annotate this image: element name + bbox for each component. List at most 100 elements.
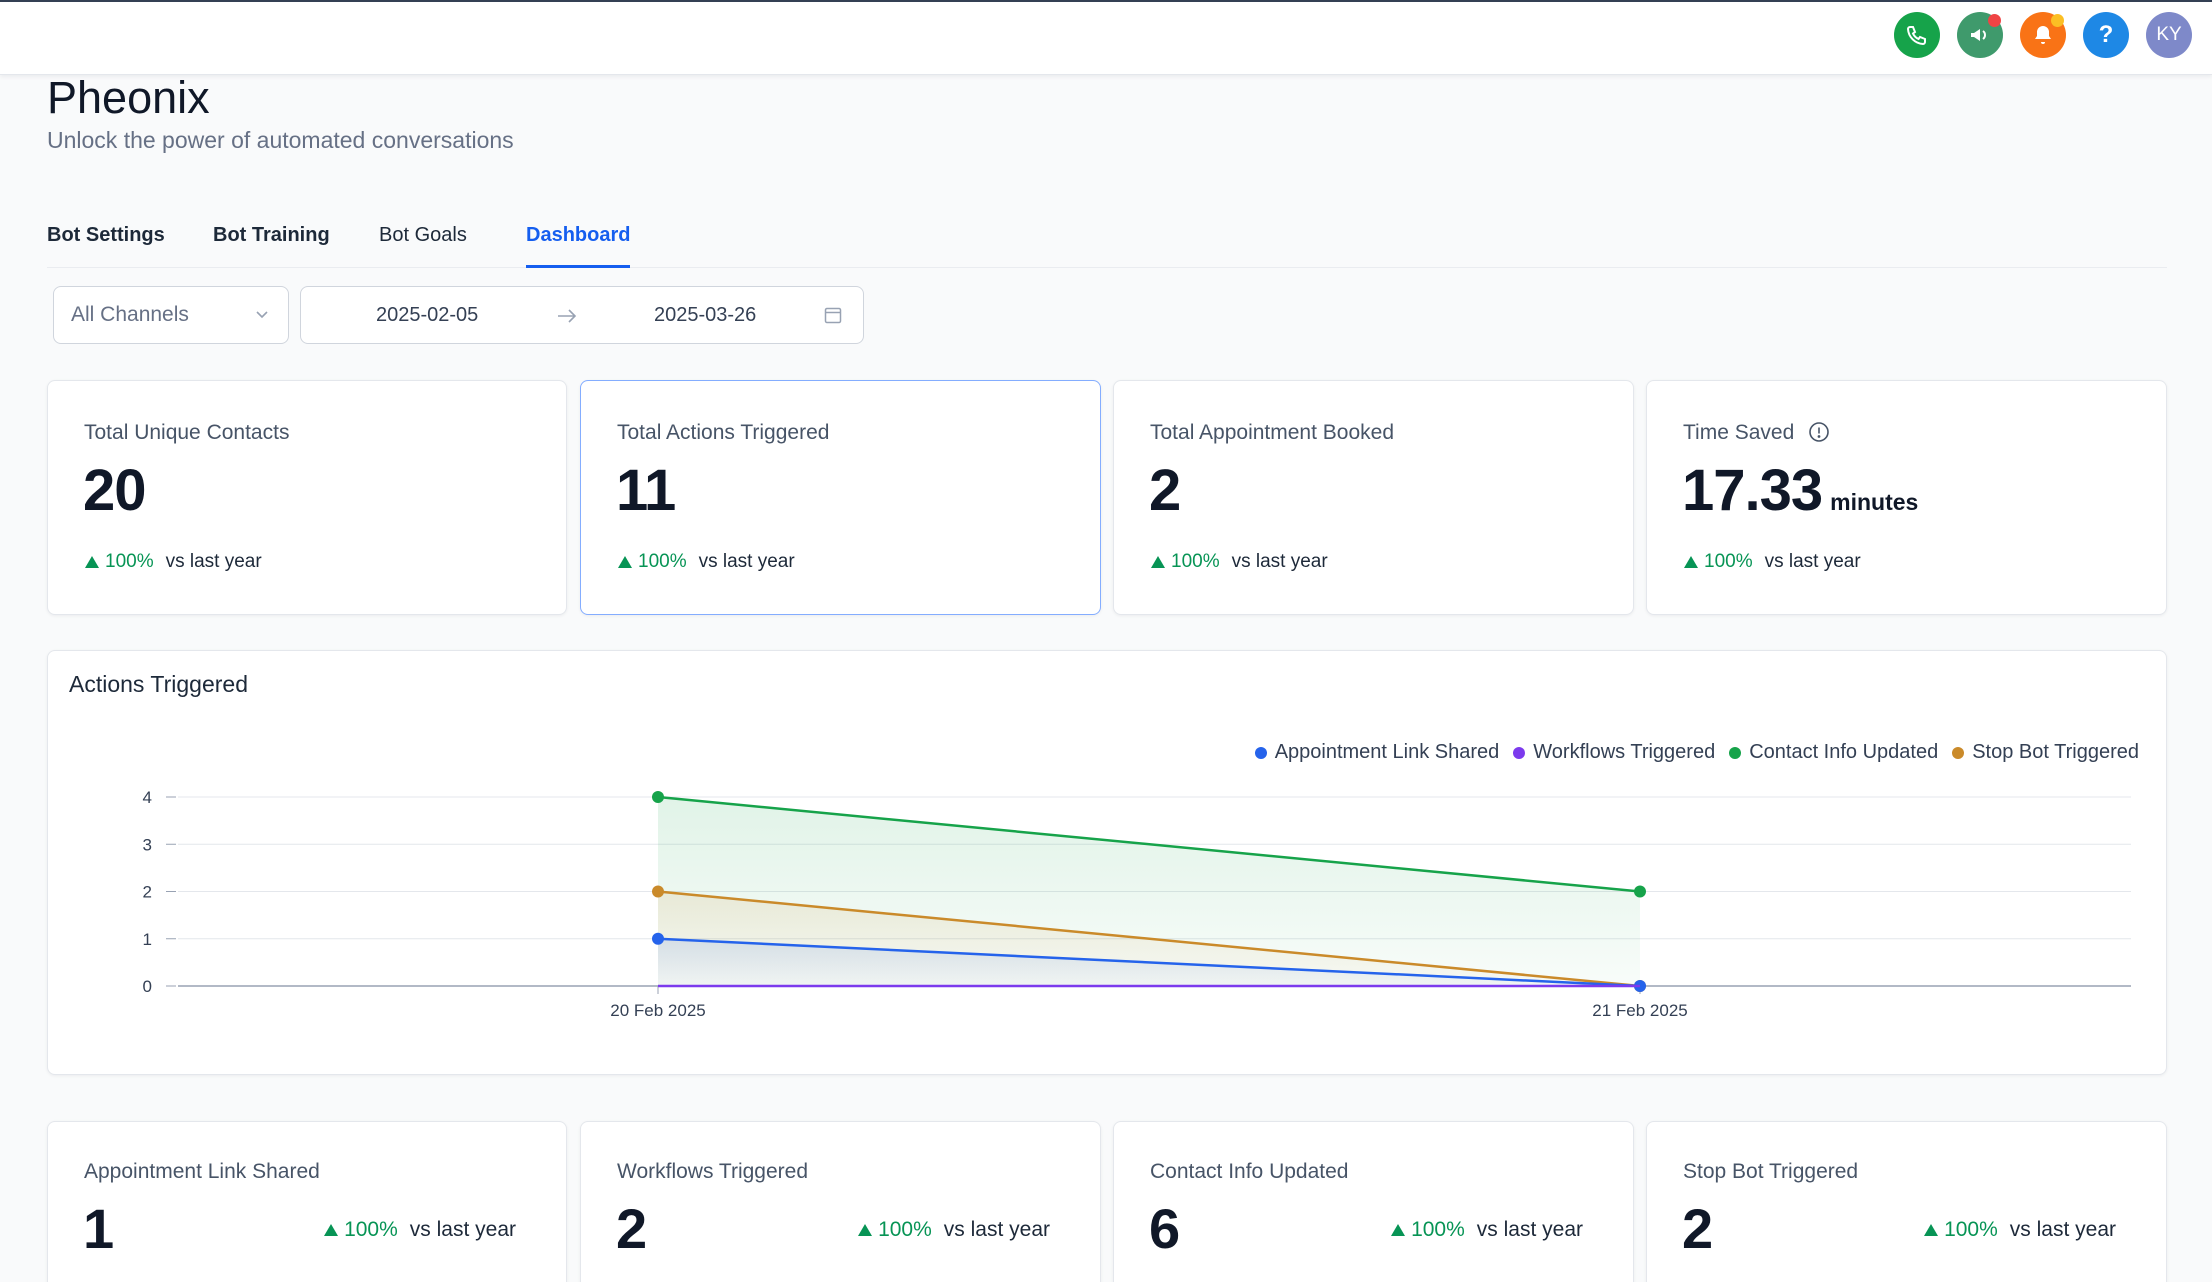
trend-compare: vs last year <box>943 1218 1050 1241</box>
y-tick-label: 0 <box>143 977 152 996</box>
megaphone-icon[interactable] <box>1957 12 2003 58</box>
breakdown-label: Stop Bot Triggered <box>1683 1160 1859 1183</box>
trend-change: 100% <box>1411 1218 1465 1241</box>
trend-up: 100% <box>617 551 687 573</box>
channel-select[interactable]: All Channels <box>53 286 289 344</box>
trend-compare: vs last year <box>1231 551 1328 572</box>
triangle-up-icon <box>324 1224 339 1236</box>
breakdown-card-workflows: Workflows Triggered 2 100% vs last year <box>580 1121 1101 1282</box>
series-line <box>657 795 1641 893</box>
stat-card-time-saved: Time Saved 17.33 minutes 100% vs last yea… <box>1646 380 2167 615</box>
actions-triggered-chart: 0 1 2 3 4 20 Feb 2025 21 Feb 2025 <box>143 788 2131 1020</box>
breakdown-trend: 100% vs last year <box>857 1218 1050 1242</box>
stat-value: 2 <box>1149 457 1181 524</box>
notification-dot <box>1988 14 2001 27</box>
legend-dot <box>1952 746 1965 759</box>
breakdown-value: 2 <box>616 1197 648 1260</box>
legend-label: Stop Bot Triggered <box>1972 741 2139 763</box>
triangle-up-icon <box>618 556 632 568</box>
trend-up: 100% <box>1683 551 1753 573</box>
breakdown-card-appointment-link: Appointment Link Shared 1 100% vs last y… <box>47 1121 567 1282</box>
legend-label: Workflows Triggered <box>1533 741 1716 763</box>
page-title: Pheonix <box>47 72 210 123</box>
x-tick-label: 20 Feb 2025 <box>610 1001 705 1020</box>
series-line <box>657 937 1641 988</box>
legend-dot <box>1254 746 1267 759</box>
y-tick-label: 3 <box>143 835 152 854</box>
help-icon[interactable]: ? <box>2083 12 2129 58</box>
tab-bar: Bot Settings Bot Training Bot Goals Dash… <box>47 220 2167 268</box>
tab-bot-goals[interactable]: Bot Goals <box>379 224 467 246</box>
avatar[interactable]: KY <box>2146 12 2192 58</box>
data-point <box>652 885 664 898</box>
phone-icon[interactable] <box>1894 12 1940 58</box>
tab-dashboard[interactable]: Dashboard <box>526 224 631 268</box>
info-icon[interactable] <box>1808 421 1830 443</box>
bell-icon[interactable] <box>2020 12 2066 58</box>
arrow-right-icon <box>558 309 577 323</box>
trend-up: 100% <box>84 551 154 573</box>
stat-label: Total Unique Contacts <box>84 421 290 444</box>
breakdown-value: 1 <box>83 1197 115 1260</box>
legend-item[interactable]: Workflows Triggered <box>1513 741 1715 764</box>
legend-item[interactable]: Contact Info Updated <box>1729 741 1938 764</box>
legend-label: Contact Info Updated <box>1749 741 1939 763</box>
stat-card-unique-contacts: Total Unique Contacts 20 100% vs last ye… <box>47 380 567 615</box>
tab-bot-settings[interactable]: Bot Settings <box>47 224 165 246</box>
page-subtitle: Unlock the power of automated conversati… <box>47 127 514 153</box>
trend-compare: vs last year <box>698 551 795 572</box>
stat-number: 20 <box>83 458 147 523</box>
triangle-up-icon <box>1924 1224 1939 1236</box>
trend-change: 100% <box>1171 551 1220 572</box>
trend-compare: vs last year <box>1764 551 1861 572</box>
trend-up: 100% <box>1390 1218 1465 1242</box>
trend-up: 100% <box>1923 1218 1998 1242</box>
stat-label: Total Appointment Booked <box>1150 421 1395 444</box>
stat-number: 2 <box>1149 458 1181 523</box>
trend-change: 100% <box>638 551 687 572</box>
triangle-up-icon <box>85 556 99 568</box>
triangle-up-icon <box>1684 556 1698 568</box>
breakdown-value: 6 <box>1149 1197 1181 1260</box>
channel-select-value: All Channels <box>71 303 189 326</box>
y-tick-label: 4 <box>143 788 152 807</box>
trend-change: 100% <box>1944 1218 1998 1241</box>
data-point <box>652 791 664 803</box>
legend-item[interactable]: Stop Bot Triggered <box>1952 741 2139 764</box>
avatar-initials: KY <box>2156 24 2182 45</box>
stat-number: 11 <box>616 458 676 523</box>
breakdown-trend: 100% vs last year <box>1923 1218 2116 1242</box>
stat-card-actions-triggered[interactable]: Total Actions Triggered 11 100% vs last … <box>580 380 1101 615</box>
tab-bot-training[interactable]: Bot Training <box>213 224 330 246</box>
legend-item[interactable]: Appointment Link Shared <box>1254 741 1500 764</box>
actions-triggered-chart-card: 0 1 2 3 4 20 Feb 2025 21 Feb 2025 Actions Trig… <box>47 650 2167 1075</box>
trend-up: 100% <box>1150 551 1220 573</box>
triangle-up-icon <box>1151 556 1165 568</box>
start-date[interactable]: 2025-02-05 <box>376 304 479 326</box>
data-point <box>652 932 664 945</box>
breakdown-card-stop-bot: Stop Bot Triggered 2 100% vs last year <box>1646 1121 2167 1282</box>
trend-compare: vs last year <box>2009 1218 2116 1241</box>
end-date[interactable]: 2025-03-26 <box>654 304 757 326</box>
trend-change: 100% <box>878 1218 932 1241</box>
legend-label: Appointment Link Shared <box>1274 741 1500 763</box>
breakdown-label: Workflows Triggered <box>617 1160 809 1183</box>
stat-value: 11 <box>616 457 676 524</box>
trend-compare: vs last year <box>1476 1218 1583 1241</box>
date-range-picker[interactable]: 2025-02-05 2025-03-26 <box>300 286 864 344</box>
trend-compare: vs last year <box>165 551 262 572</box>
breakdown-trend: 100% vs last year <box>323 1218 516 1242</box>
chevron-down-icon <box>256 311 268 319</box>
trend-up: 100% <box>857 1218 932 1242</box>
notification-dot <box>2051 14 2064 27</box>
chart-legend: Appointment Link Shared Workflows Trigger… <box>1254 741 2139 764</box>
breakdown-label: Contact Info Updated <box>1150 1160 1349 1183</box>
breakdown-label: Appointment Link Shared <box>84 1160 320 1183</box>
breakdown-card-contact-info: Contact Info Updated 6 100% vs last year <box>1113 1121 1634 1282</box>
stat-number: 17.33 <box>1682 458 1823 523</box>
triangle-up-icon <box>858 1224 873 1236</box>
stat-label-row: Time Saved <box>1683 421 1830 445</box>
trend-compare: vs last year <box>409 1218 516 1241</box>
chart-title: Actions Triggered <box>69 671 248 697</box>
calendar-icon[interactable] <box>823 305 843 325</box>
